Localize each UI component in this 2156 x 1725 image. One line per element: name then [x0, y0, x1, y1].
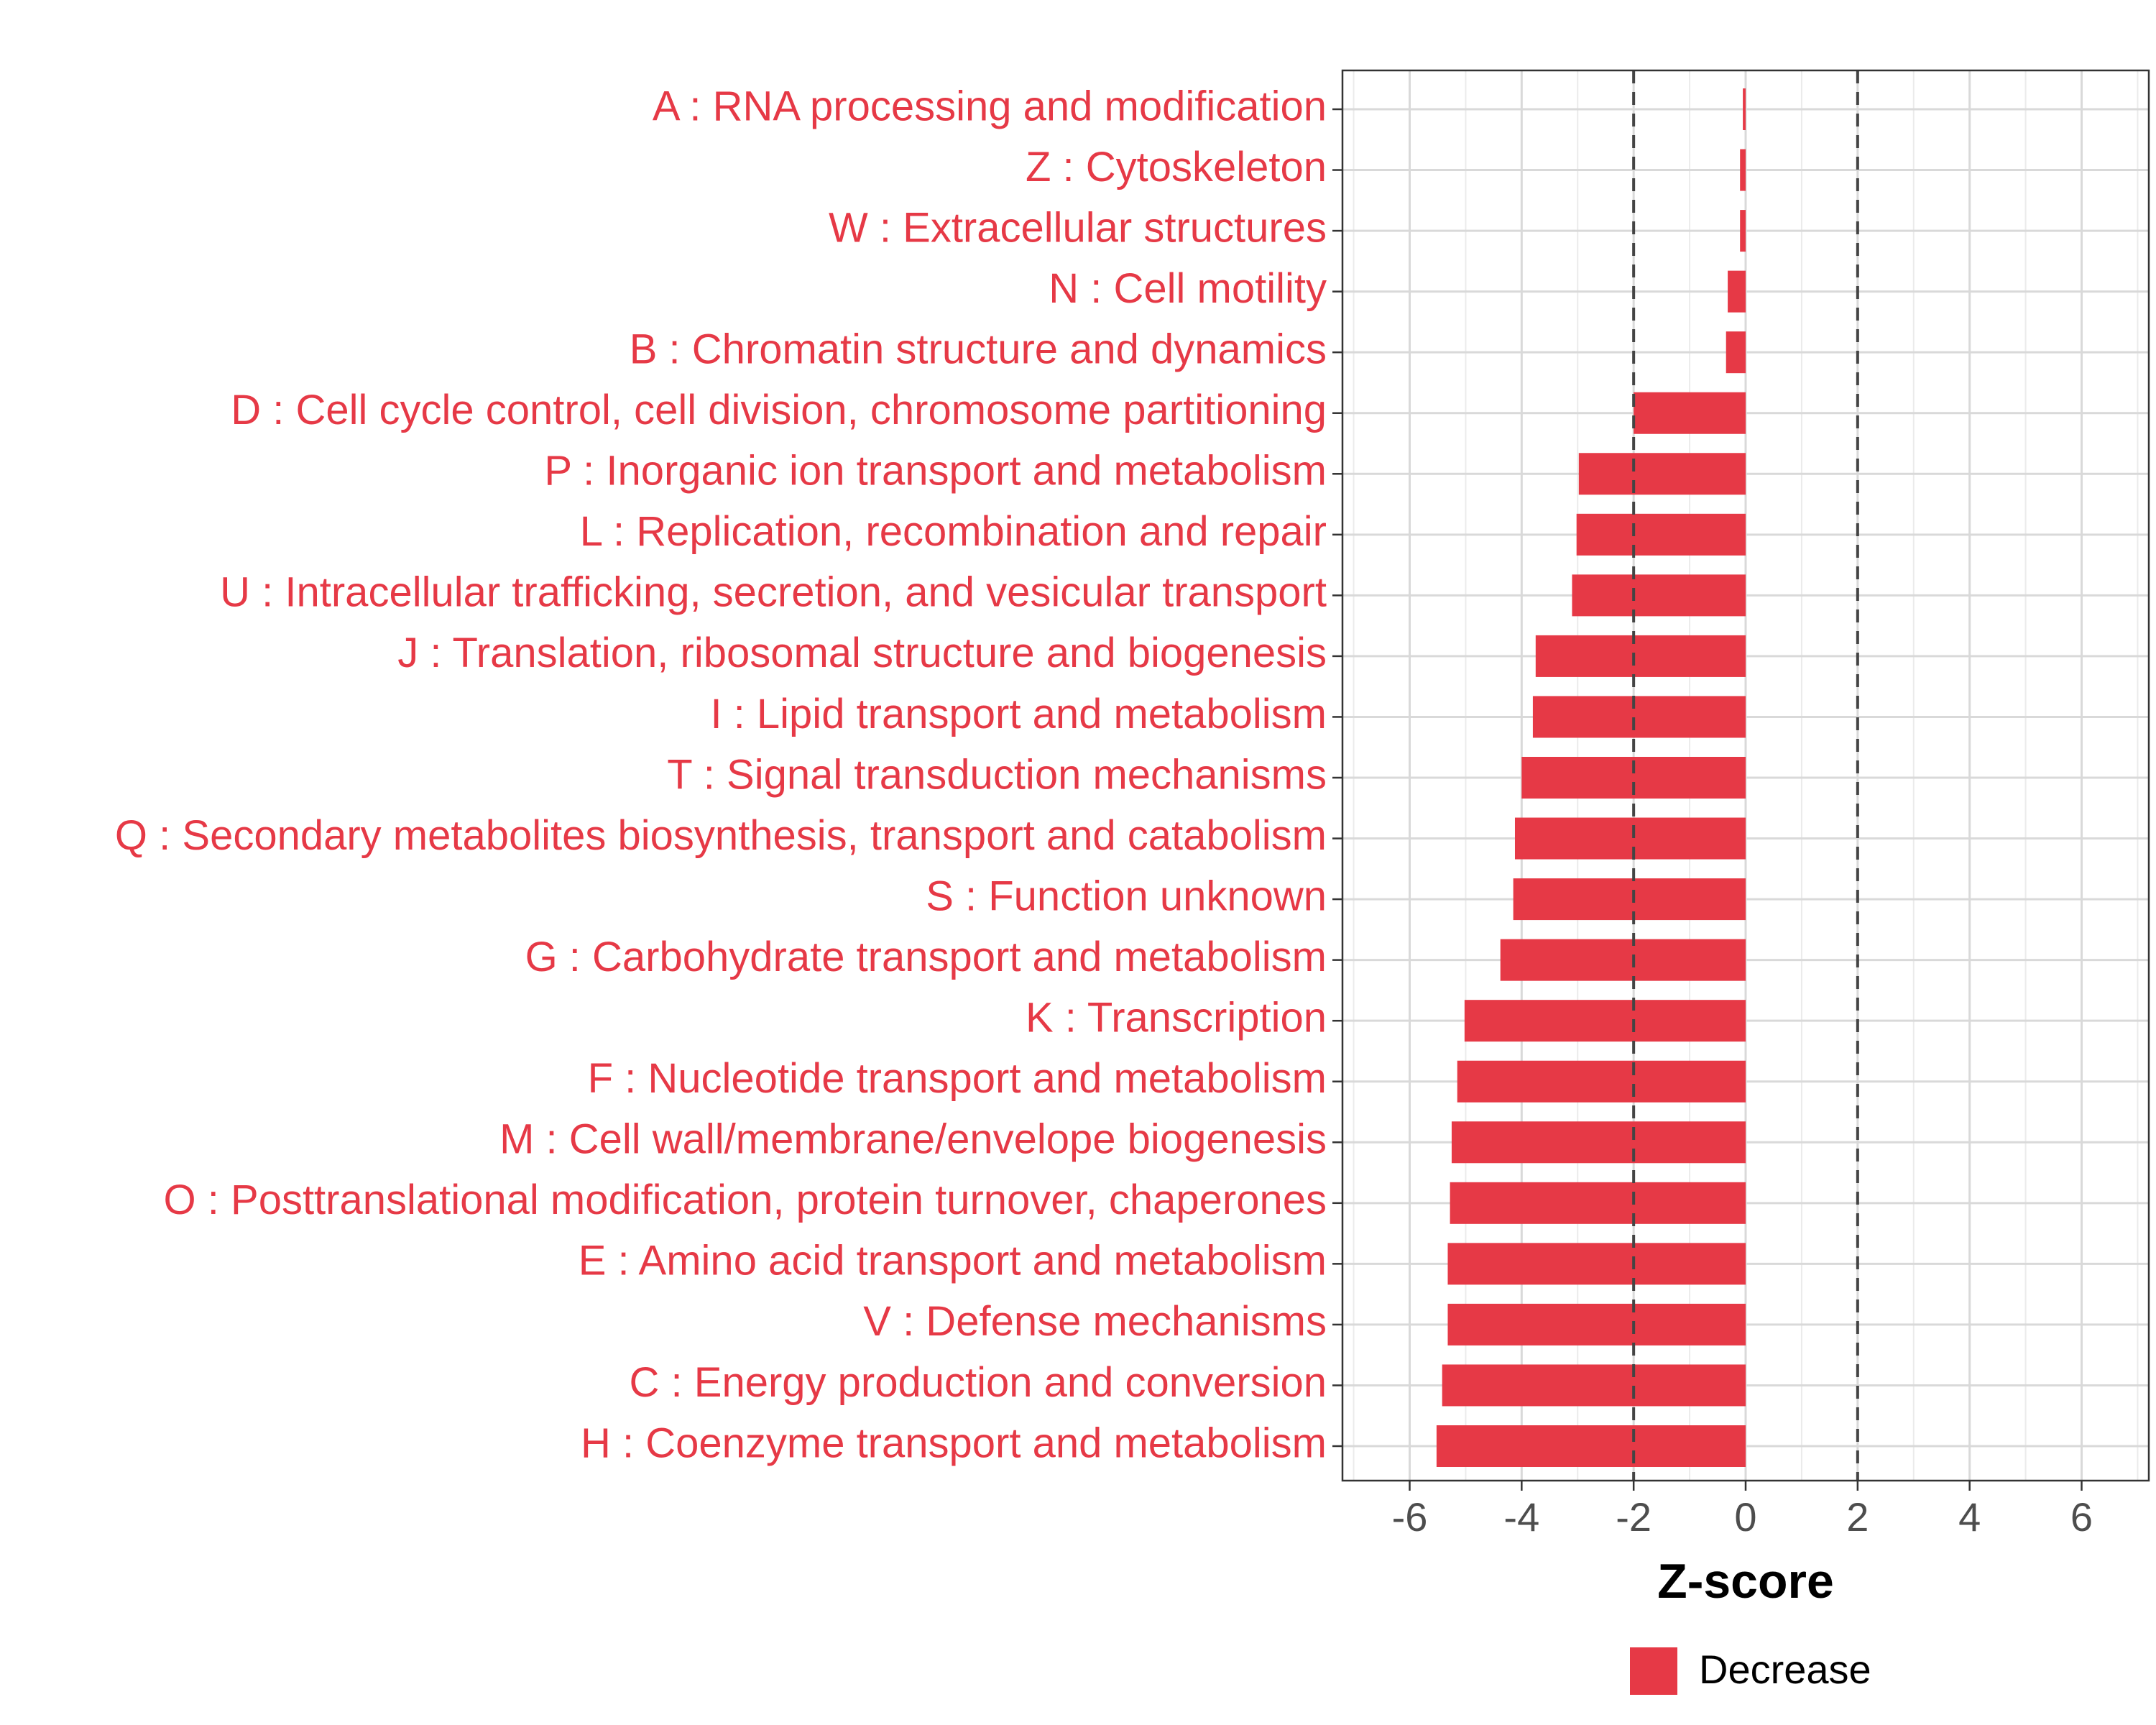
category-label: E : Amino acid transport and metabolism [579, 1238, 1327, 1284]
x-tick-label: 6 [2070, 1494, 2093, 1540]
bar-g [1500, 939, 1746, 981]
x-axis-title: Z-score [1657, 1554, 1834, 1609]
category-label: I : Lipid transport and metabolism [710, 691, 1327, 737]
category-label: O : Posttranslational modification, prot… [164, 1177, 1327, 1223]
category-label: N : Cell motility [1049, 265, 1327, 312]
category-label: F : Nucleotide transport and metabolism [588, 1055, 1327, 1102]
category-label: K : Transcription [1026, 995, 1327, 1041]
category-label: J : Translation, ribosomal structure and… [397, 630, 1327, 676]
bar-l [1576, 513, 1746, 556]
category-label: W : Extracellular structures [829, 204, 1327, 251]
bar-h [1436, 1425, 1746, 1467]
category-label: U : Intracellular trafficking, secretion… [220, 569, 1327, 616]
category-label: M : Cell wall/membrane/envelope biogenes… [499, 1116, 1327, 1163]
category-label: P : Inorganic ion transport and metaboli… [544, 448, 1327, 494]
bar-a [1743, 88, 1746, 130]
bar-k [1464, 1000, 1746, 1042]
bar-p [1578, 453, 1746, 495]
legend-key-decrease [1630, 1647, 1677, 1695]
category-label: L : Replication, recombination and repai… [580, 508, 1327, 555]
bar-q [1514, 817, 1746, 860]
category-label: S : Function unknown [926, 873, 1327, 919]
category-label: Z : Cytoskeleton [1026, 144, 1327, 190]
bar-j [1535, 635, 1746, 677]
x-tick-label: -2 [1616, 1494, 1651, 1540]
category-label: H : Coenzyme transport and metabolism [581, 1420, 1327, 1466]
x-tick-label: 4 [1958, 1494, 1981, 1540]
category-label: Q : Secondary metabolites biosynthesis, … [115, 812, 1327, 859]
x-tick-label: -6 [1392, 1494, 1428, 1540]
bar-d [1634, 392, 1746, 434]
y-axis: A : RNA processing and modification Z : C… [115, 83, 1342, 1466]
bar-w [1740, 210, 1746, 252]
legend-label-decrease: Decrease [1699, 1647, 1871, 1692]
category-label: G : Carbohydrate transport and metabolis… [525, 934, 1327, 980]
bar-z [1740, 149, 1746, 191]
bar-n [1728, 270, 1746, 313]
category-label: T : Signal transduction mechanisms [667, 751, 1327, 798]
legend: Decrease [1630, 1647, 1871, 1695]
bar-o [1450, 1182, 1746, 1224]
bar-i [1532, 696, 1746, 738]
x-axis: -6 -4 -2 0 2 4 6 [1392, 1481, 2093, 1540]
bar-e [1447, 1243, 1746, 1285]
category-label: V : Defense mechanisms [863, 1298, 1327, 1345]
bar-u [1572, 574, 1746, 617]
category-label: D : Cell cycle control, cell division, c… [231, 387, 1327, 433]
bar-f [1457, 1060, 1746, 1103]
category-label: B : Chromatin structure and dynamics [630, 326, 1327, 373]
category-label: C : Energy production and conversion [630, 1359, 1327, 1406]
x-tick-label: 2 [1846, 1494, 1869, 1540]
bar-b [1726, 331, 1746, 374]
category-label: A : RNA processing and modification [653, 83, 1327, 129]
reference-lines [1632, 70, 1859, 1481]
bar-m [1451, 1121, 1746, 1164]
bar-s [1513, 878, 1746, 921]
x-tick-label: 0 [1734, 1494, 1756, 1540]
bar-c [1442, 1364, 1746, 1407]
x-tick-label: -4 [1503, 1494, 1539, 1540]
bars-layer [1436, 88, 1746, 1467]
bar-v [1447, 1303, 1746, 1346]
